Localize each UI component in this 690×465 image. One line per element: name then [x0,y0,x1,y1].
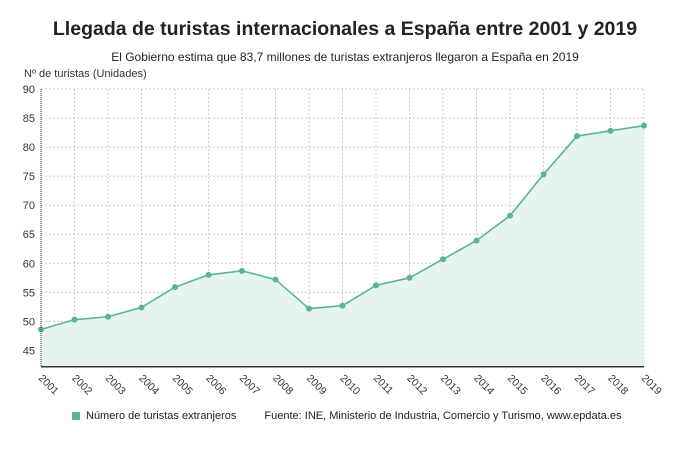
x-tick-label: 2015 [505,372,530,397]
x-tick-label: 2017 [572,372,597,397]
y-tick-label: 85 [23,113,35,125]
data-point [373,282,379,289]
x-tick-label: 2013 [438,372,463,397]
x-tick-label: 2010 [337,372,362,397]
chart-title: Llegada de turistas internacionales a Es… [52,18,638,40]
x-tick-label: 2005 [170,372,195,397]
data-point [440,256,446,263]
y-tick-label: 70 [23,200,35,212]
data-point [540,171,547,178]
area-fill [41,125,644,367]
y-tick-label: 55 [23,287,35,299]
x-tick-label: 2011 [371,372,396,397]
y-axis-label: Nº de turistas (Unidades) [24,68,147,80]
data-point [574,133,580,140]
data-point [339,302,346,309]
data-point [306,305,312,312]
y-tick-label: 75 [23,171,35,183]
x-tick-label: 2007 [237,372,262,397]
x-tick-label: 2012 [404,372,429,397]
data-point [507,212,513,219]
y-tick-label: 90 [23,84,35,96]
data-point [641,122,647,129]
y-tick-label: 60 [23,258,35,270]
legend: Número de turistas extranjeros Fuente: I… [72,410,621,422]
data-point [406,274,413,281]
source-note: Fuente: INE, Ministerio de Industria, Co… [264,410,622,422]
x-tick-label: 2018 [605,372,630,397]
data-point [473,237,480,244]
x-tick-label: 2006 [203,372,228,397]
y-tick-label: 50 [23,316,35,328]
data-point [239,267,245,274]
x-tick-label: 2002 [69,372,94,397]
data-point [138,304,145,311]
x-tick-label: 2003 [103,372,128,397]
legend-label: Número de turistas extranjeros [86,410,237,422]
x-tick-label: 2001 [36,372,61,397]
data-point [71,316,78,323]
y-tick-label: 80 [23,142,35,154]
x-tick-label: 2009 [304,372,329,397]
y-tick-label: 45 [23,345,35,357]
x-tick-label: 2019 [639,372,664,397]
data-point [272,276,279,283]
data-point [607,127,614,134]
legend-swatch [72,412,80,420]
y-tick-label: 65 [23,229,35,241]
x-tick-label: 2014 [471,372,496,397]
chart: 45 50 55 60 65 70 75 80 85 90 2001 2002 2003 2004 2005… [23,84,664,397]
data-point [105,313,111,320]
x-tick-label: 2016 [538,372,563,397]
data-point [205,271,212,278]
x-tick-label: 2004 [136,372,161,397]
x-tick-label: 2008 [270,372,295,397]
data-point [172,284,178,291]
chart-subtitle: El Gobierno estima que 83,7 millones de … [111,50,579,64]
